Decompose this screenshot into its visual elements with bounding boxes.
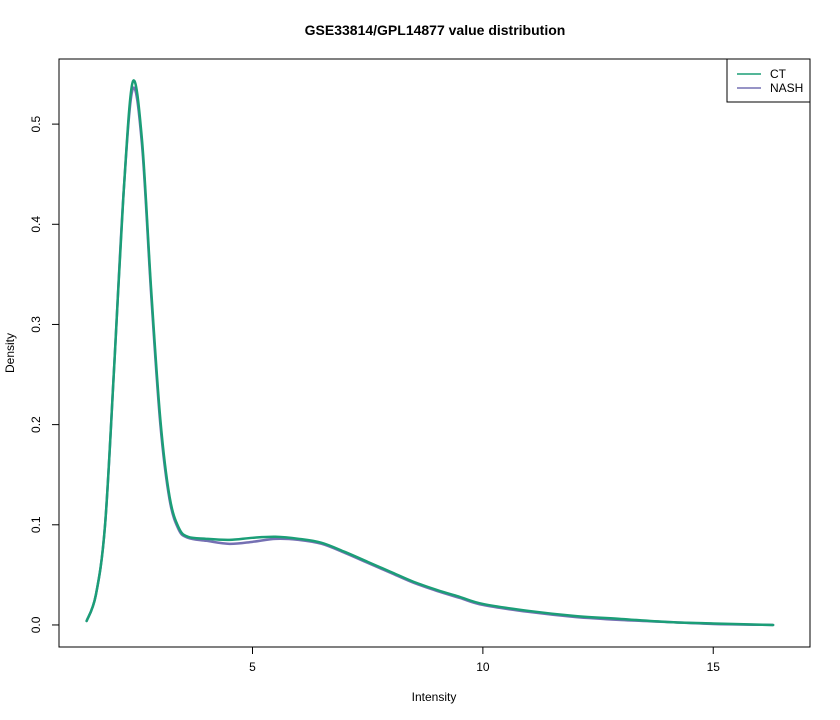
x-tick-label: 15 [707,660,721,674]
y-tick-label: 0.0 [29,616,43,633]
x-tick-label: 5 [249,660,256,674]
y-tick-label: 0.2 [29,416,43,433]
y-tick-label: 0.1 [29,516,43,533]
series-line-ct [85,79,775,627]
y-tick-label: 0.4 [29,216,43,233]
x-axis: 5 10 15 [249,646,721,674]
x-axis-title: Intensity [412,690,457,704]
y-axis: 0.0 0.1 0.2 0.3 0.4 0.5 [29,115,60,633]
y-axis-title: Density [3,333,17,373]
plot-frame [58,58,811,648]
chart-title: GSE33814/GPL14877 value distribution [305,22,566,38]
y-tick-label: 0.5 [29,115,43,132]
y-tick-label: 0.3 [29,316,43,333]
legend-label-ct: CT [770,67,787,81]
series-layer [85,79,775,627]
legend-box [726,58,811,103]
x-tick-label: 10 [476,660,490,674]
series-line-nash [85,86,775,627]
legend-label-nash: NASH [770,81,803,95]
